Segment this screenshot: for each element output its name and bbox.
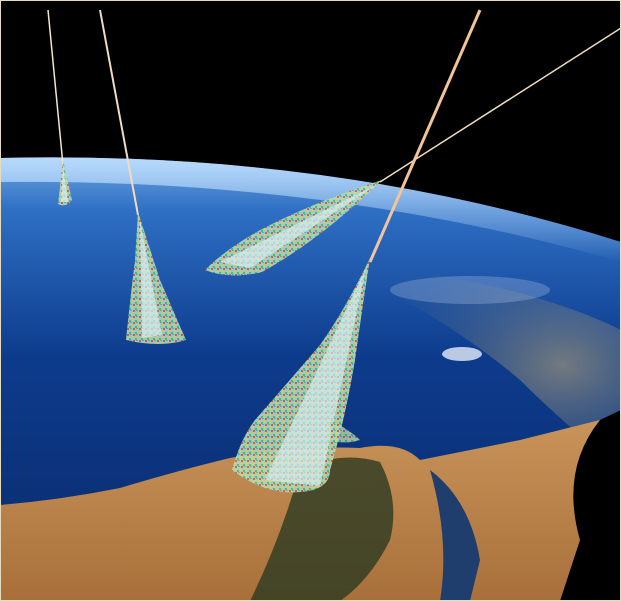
shower-core — [61, 165, 68, 202]
red-sea — [430, 470, 480, 601]
shower-track — [379, 27, 621, 183]
shower-track — [47, 9, 64, 166]
shower-3 — [205, 180, 382, 276]
earth-limb — [560, 410, 621, 601]
shower-core — [265, 268, 366, 486]
distant-land — [330, 260, 621, 470]
nile-delta — [250, 457, 394, 601]
atmosphere-glow — [0, 157, 621, 262]
shower-1 — [58, 160, 72, 206]
shower-spray — [330, 420, 360, 443]
clouds — [390, 276, 550, 304]
shower-4 — [232, 258, 370, 493]
shower-core — [140, 220, 162, 338]
shower-core — [220, 184, 378, 268]
shower-track — [368, 9, 482, 263]
shower-2 — [126, 212, 186, 344]
cloud — [442, 347, 482, 361]
shower-track — [99, 9, 139, 216]
